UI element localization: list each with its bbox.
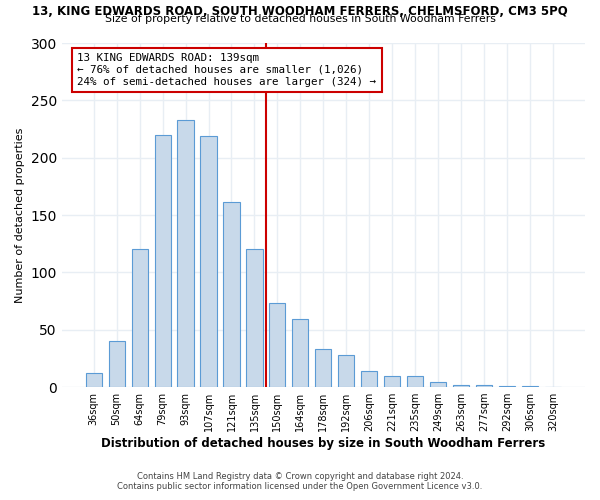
- Bar: [131, 250, 148, 387]
- Bar: [361, 371, 377, 387]
- Text: Contains HM Land Registry data © Crown copyright and database right 2024.
Contai: Contains HM Land Registry data © Crown c…: [118, 472, 482, 491]
- Bar: [178, 120, 194, 387]
- Text: 13 KING EDWARDS ROAD: 139sqm
← 76% of detached houses are smaller (1,026)
24% of: 13 KING EDWARDS ROAD: 139sqm ← 76% of de…: [77, 54, 376, 86]
- Bar: [407, 376, 424, 387]
- Text: 13, KING EDWARDS ROAD, SOUTH WOODHAM FERRERS, CHELMSFORD, CM3 5PQ: 13, KING EDWARDS ROAD, SOUTH WOODHAM FER…: [32, 5, 568, 18]
- Bar: [292, 320, 308, 387]
- Bar: [223, 202, 239, 387]
- Bar: [269, 304, 286, 387]
- Bar: [453, 385, 469, 387]
- Bar: [384, 376, 400, 387]
- Y-axis label: Number of detached properties: Number of detached properties: [15, 128, 25, 302]
- X-axis label: Distribution of detached houses by size in South Woodham Ferrers: Distribution of detached houses by size …: [101, 437, 545, 450]
- Bar: [522, 386, 538, 387]
- Bar: [338, 355, 355, 387]
- Text: Size of property relative to detached houses in South Woodham Ferrers: Size of property relative to detached ho…: [104, 14, 496, 24]
- Bar: [86, 374, 101, 387]
- Bar: [200, 136, 217, 387]
- Bar: [109, 341, 125, 387]
- Bar: [430, 382, 446, 387]
- Bar: [476, 385, 492, 387]
- Bar: [247, 250, 263, 387]
- Bar: [316, 349, 331, 387]
- Bar: [499, 386, 515, 387]
- Bar: [155, 135, 170, 387]
